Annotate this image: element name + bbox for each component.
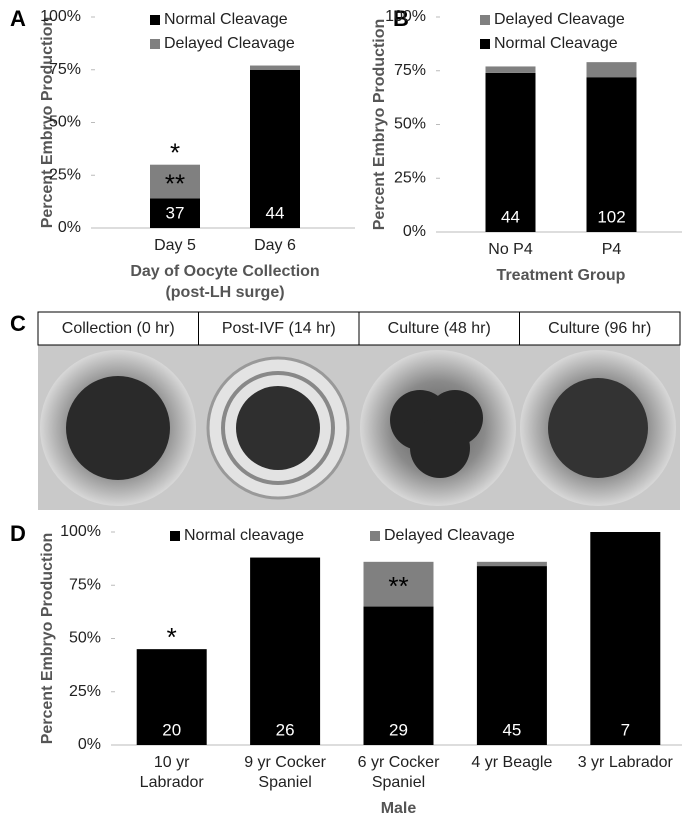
y-tick-label: 50% [69, 630, 101, 647]
x-tick-label: 9 yr Cocker [244, 754, 326, 771]
bar-segment [476, 566, 547, 745]
bar-segment [485, 72, 536, 233]
header-label: Collection (0 hr) [62, 320, 175, 337]
y-tick-label: 25% [394, 169, 426, 186]
y-tick-label: 100% [40, 8, 81, 25]
embryo-image [66, 376, 170, 480]
sample-size: 45 [502, 720, 521, 739]
x-axis-label: Treatment Group [497, 267, 626, 284]
x-tick-label: Labrador [140, 774, 205, 791]
y-tick-label: 50% [394, 116, 426, 133]
y-tick-label: 25% [69, 683, 101, 700]
header-label: Culture (96 hr) [548, 320, 651, 337]
sample-size: 102 [597, 207, 625, 226]
y-tick-label: 100% [385, 8, 426, 25]
annotation: ** [165, 168, 185, 198]
header-cell [198, 311, 360, 346]
legend-swatch [480, 15, 490, 25]
x-tick-label: 4 yr Beagle [471, 754, 552, 771]
annotation: * [167, 622, 177, 652]
panel-letter: B [393, 6, 409, 31]
legend-label: Delayed Cleavage [384, 527, 515, 544]
sample-size: 7 [621, 720, 630, 739]
sample-size: 37 [166, 203, 185, 222]
micrographs [38, 345, 680, 510]
panel-letter: C [10, 311, 26, 336]
panel-letter: D [10, 521, 26, 546]
legend-swatch [150, 15, 160, 25]
y-axis-label: Percent Embryo Production [39, 17, 56, 229]
x-tick-label: 10 yr [154, 754, 190, 771]
legend-label: Delayed Cleavage [494, 11, 625, 28]
legend-label: Normal Cleavage [164, 11, 288, 28]
embryo-image [221, 371, 335, 485]
x-tick-label: Day 5 [154, 237, 196, 254]
annotation: * [170, 138, 180, 168]
x-tick-label: Spaniel [258, 774, 311, 791]
embryo-image [410, 418, 470, 478]
bar-segment [363, 561, 434, 607]
x-tick-label: 3 yr Labrador [578, 754, 674, 771]
x-axis-label: Day of Oocyte Collection [130, 263, 319, 280]
bar-segment [250, 65, 300, 70]
header-label: Culture (48 hr) [388, 320, 491, 337]
sample-size: 44 [501, 207, 520, 226]
embryo-image [236, 386, 320, 470]
embryo-image [548, 378, 648, 478]
y-tick-label: 0% [58, 219, 81, 236]
header-cell [519, 311, 681, 346]
x-tick-label: P4 [602, 241, 622, 258]
x-tick-label: Spaniel [372, 774, 425, 791]
bar-segment [476, 561, 547, 567]
legend-swatch [370, 531, 380, 541]
legend-swatch [150, 39, 160, 49]
bar-segment [250, 557, 321, 745]
y-tick-label: 50% [49, 114, 81, 131]
bar-segment [586, 62, 637, 78]
y-tick-label: 25% [49, 166, 81, 183]
y-tick-label: 75% [69, 576, 101, 593]
header-label: Post-IVF (14 hr) [222, 320, 336, 337]
bar-segment [485, 66, 536, 73]
sample-size: 26 [276, 720, 295, 739]
y-axis-label: Percent Embryo Production [371, 19, 388, 231]
bar-segment [250, 69, 300, 228]
x-tick-label: Day 6 [254, 237, 296, 254]
bar-segment [590, 532, 661, 745]
y-tick-label: 100% [60, 523, 101, 540]
header-cell [358, 311, 520, 346]
panel-letter: A [10, 6, 26, 31]
sample-size: 44 [266, 203, 285, 222]
bar-segment [136, 649, 207, 745]
legend-label: Normal Cleavage [494, 35, 618, 52]
y-tick-label: 0% [78, 736, 101, 753]
legend-label: Delayed Cleavage [164, 35, 295, 52]
x-tick-label: 6 yr Cocker [358, 754, 440, 771]
x-axis-label: (post-LH surge) [165, 284, 284, 301]
legend-swatch [170, 531, 180, 541]
bar-segment [363, 606, 434, 745]
annotation: ** [388, 571, 408, 601]
bar-segment [150, 198, 200, 228]
y-tick-label: 75% [394, 62, 426, 79]
legend-label: Normal cleavage [184, 527, 304, 544]
bar-segment [586, 77, 637, 232]
sample-size: 29 [389, 720, 408, 739]
bar-segment [150, 164, 200, 199]
legend-swatch [480, 39, 490, 49]
header-cell [37, 311, 199, 346]
y-tick-label: 75% [49, 61, 81, 78]
y-axis-label: Percent Embryo Production [39, 533, 56, 745]
x-tick-label: No P4 [488, 241, 533, 258]
y-tick-label: 0% [403, 223, 426, 240]
sample-size: 20 [162, 720, 181, 739]
x-axis-label: Male [381, 800, 417, 817]
